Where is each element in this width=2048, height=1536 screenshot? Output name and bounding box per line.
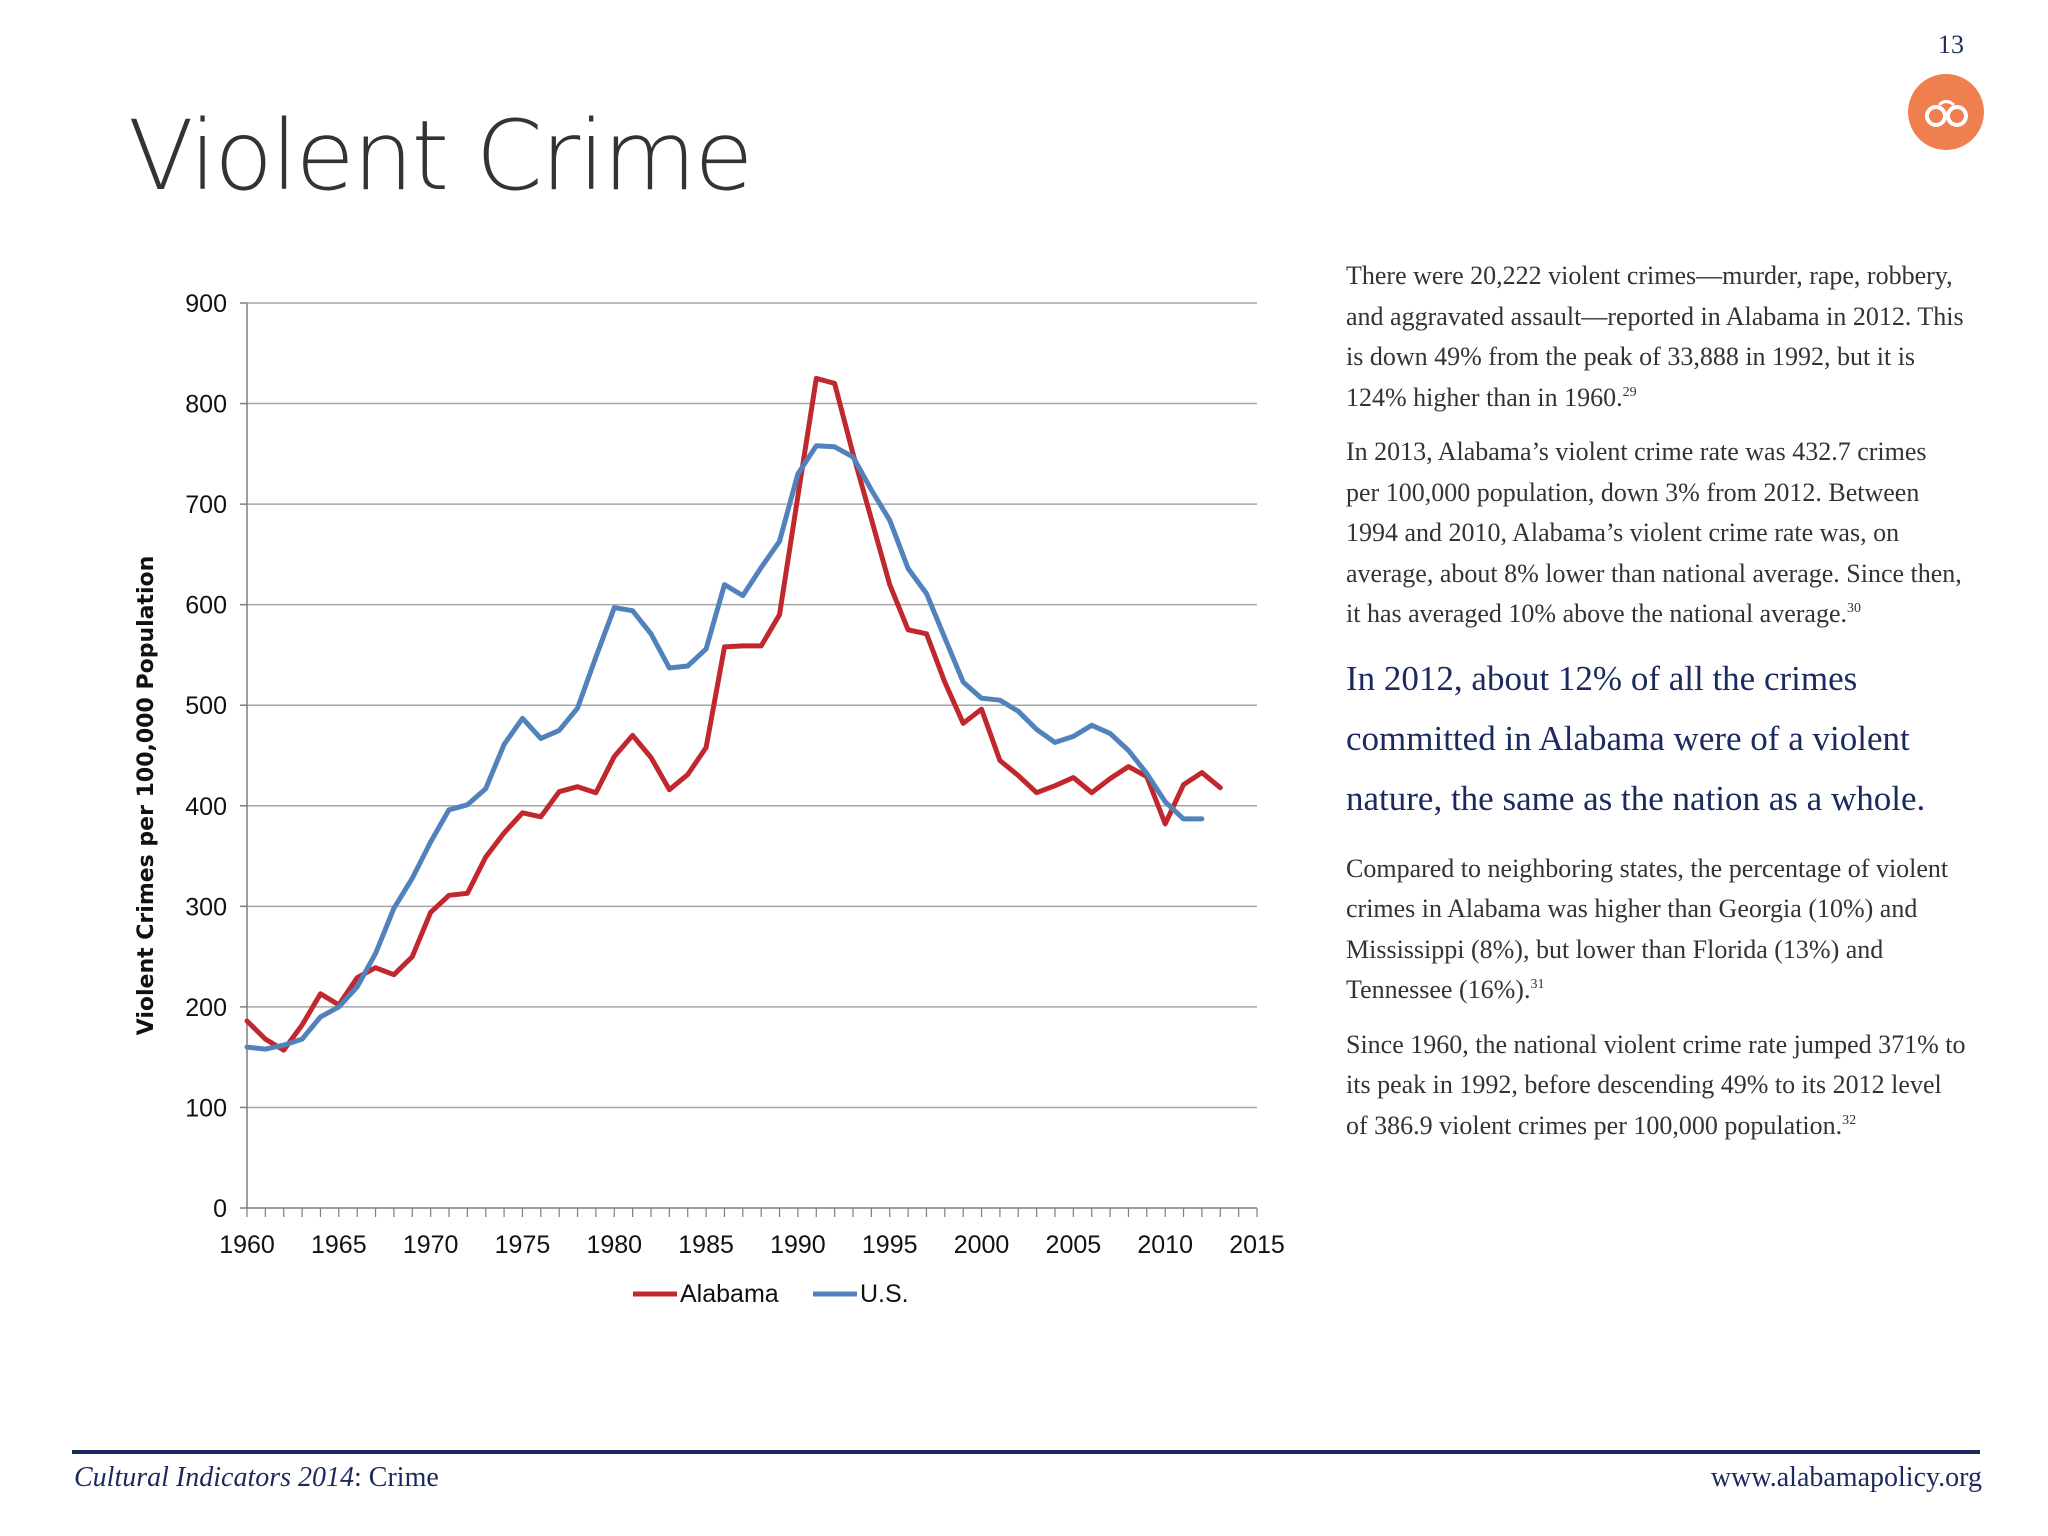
page-number: 13 [1938,30,1964,59]
footnote-29: 29 [1622,384,1637,400]
footnote-30: 30 [1847,601,1861,616]
paragraph-2-text: In 2013, Alabama’s violent crime rate wa… [1346,437,1962,628]
x-tick-label: 1970 [403,1231,459,1259]
x-tick-label: 2000 [954,1231,1010,1259]
chart-legend: Alabama U.S. [633,1280,909,1308]
paragraph-3-text: Compared to neighboring states, the perc… [1346,853,1949,1005]
x-tick-label: 1980 [586,1231,642,1259]
paragraph-4: Since 1960, the national violent crime r… [1346,1025,1966,1147]
y-tick-label: 200 [185,994,227,1022]
y-axis-title: Violent Crimes per 100,000 Population [134,556,159,1036]
x-tick-label: 2015 [1229,1231,1285,1259]
y-tick-label: 0 [213,1195,227,1223]
pull-quote: In 2012, about 12% of all the crimes com… [1346,658,1926,818]
y-tick-label: 800 [185,391,227,419]
x-tick-label: 2005 [1046,1231,1102,1259]
y-tick-label: 300 [185,893,227,921]
footnote-31: 31 [1530,977,1545,992]
y-tick-label: 500 [185,692,227,720]
footnote-32: 32 [1842,1112,1857,1128]
legend-label-us: U.S. [860,1280,909,1308]
violent-crime-chart: 0 100 200 300 400 500 600 700 800 900 1960 1965 1970… [134,290,1285,1308]
footer-title-italic: Cultural Indicators 2014 [74,1462,355,1493]
y-tick-label: 700 [185,491,227,519]
legend-label-alabama: Alabama [680,1280,779,1308]
tick-labels: 0 100 200 300 400 500 600 700 800 900 1960 1965 1970… [185,290,1285,1259]
x-tick-label: 1995 [862,1231,918,1259]
footer-url[interactable]: www.alabamapolicy.org [1710,1462,1982,1493]
series-line-alabama [244,375,1223,1053]
paragraph-3: Compared to neighboring states, the perc… [1346,849,1966,1011]
y-tick-label: 400 [185,793,227,821]
x-tick-label: 1960 [219,1231,275,1259]
series-line-us [244,443,1205,1052]
series-lines [244,375,1223,1053]
page-title: Violent Crime [128,100,753,212]
paragraph-1-text: There were 20,222 violent crimes—murder,… [1346,261,1964,412]
footer-title-rest: : Crime [354,1462,439,1493]
y-tick-label: 900 [185,290,227,318]
grid-lines [247,302,1257,1109]
paragraph-1: There were 20,222 violent crimes—murder,… [1346,256,1966,418]
x-tick-label: 1990 [770,1231,826,1259]
paragraph-4-text: Since 1960, the national violent crime r… [1346,1029,1966,1140]
handcuffs-icon [1925,100,1968,127]
text-column: There were 20,222 violent crimes—murder,… [1346,256,1966,1160]
y-tick-label: 600 [185,592,227,620]
x-tick-label: 1975 [495,1231,551,1259]
x-tick-label: 1985 [678,1231,734,1259]
paragraph-2: In 2013, Alabama’s violent crime rate wa… [1346,432,1966,635]
footer-rule [72,1450,1980,1454]
section-badge [1908,74,1984,150]
footer-title: Cultural Indicators 2014: Crime [74,1462,439,1494]
chart-axes [240,302,1258,1217]
x-tick-label: 2010 [1137,1231,1193,1259]
y-tick-label: 100 [185,1094,227,1122]
x-tick-label: 1965 [311,1231,367,1259]
